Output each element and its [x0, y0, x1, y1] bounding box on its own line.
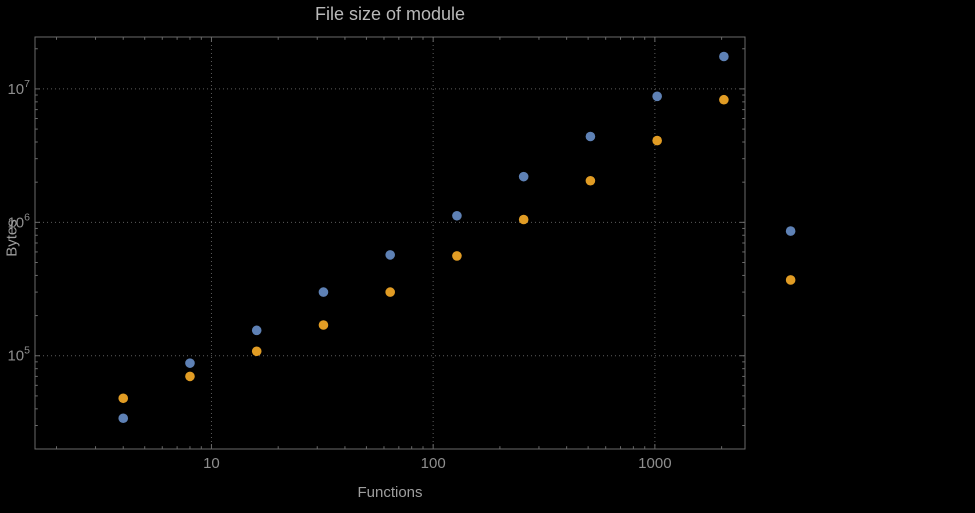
data-point-module-size-orange [785, 275, 796, 285]
data-point-module-size-orange [585, 175, 596, 186]
data-point-module-size-blue [118, 413, 129, 424]
x-axis-label: Functions [357, 484, 423, 501]
data-point-module-size-blue [452, 210, 462, 221]
data-point-module-size-orange [518, 214, 529, 225]
data-point-module-size-orange [185, 371, 195, 382]
data-point-module-size-blue [518, 171, 529, 182]
data-point-module-size-orange [385, 287, 395, 297]
data-point-module-size-blue [652, 91, 662, 102]
data-point-module-size-orange [719, 94, 729, 105]
data-point-module-size-orange [251, 346, 262, 357]
x-tick-label: 1000 [638, 455, 671, 472]
data-point-module-size-blue [385, 250, 395, 260]
y-tick-label: 106 [7, 211, 30, 231]
data-point-module-size-blue [251, 325, 262, 336]
data-point-module-size-blue [585, 131, 596, 142]
data-point-module-size-blue [719, 51, 729, 62]
data-point-module-size-orange [452, 251, 462, 261]
x-tick-label: 100 [421, 455, 446, 472]
plot-frame [34, 36, 746, 450]
x-tick-label: 10 [203, 455, 220, 472]
y-tick-label: 105 [7, 345, 30, 365]
data-point-module-size-orange [118, 393, 129, 404]
plot-title: File size of module [314, 4, 466, 24]
data-point-module-size-blue [785, 226, 796, 236]
y-tick-label: 107 [7, 78, 30, 98]
data-point-module-size-blue [318, 287, 329, 297]
y-axis-label: Bytes [3, 219, 21, 257]
data-point-module-size-blue [185, 358, 195, 368]
data-point-module-size-orange [318, 320, 329, 330]
data-point-module-size-orange [652, 135, 662, 146]
